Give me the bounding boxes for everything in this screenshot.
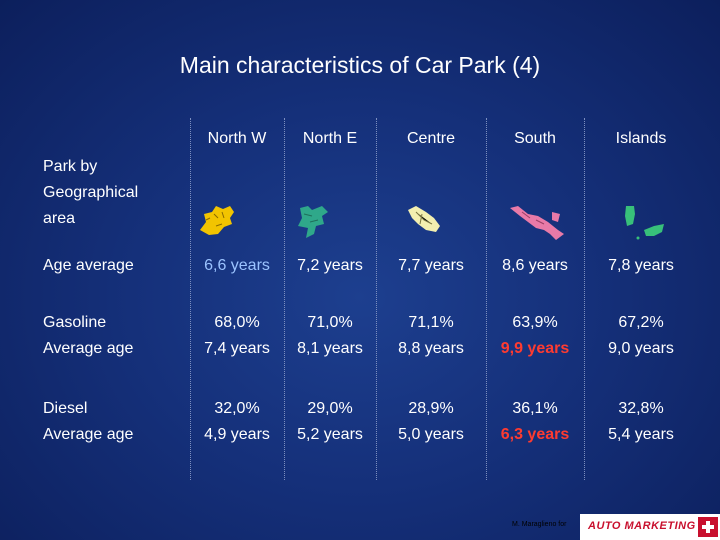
gasoline-share: 67,2% [618, 314, 664, 331]
logo-text: AUTO MARKETING [588, 520, 696, 532]
column-header-centre: Centre [406, 130, 456, 147]
diesel-share: 32,8% [618, 400, 664, 417]
islands-map-icon [625, 206, 664, 240]
diesel-cell-islands: 32,8% 5,4 years [584, 396, 698, 448]
column-separator [284, 118, 285, 480]
diesel-age: 5,2 years [297, 426, 363, 443]
diesel-age: 5,4 years [608, 426, 674, 443]
gasoline-share: 71,0% [307, 314, 353, 331]
diesel-cell-north-w: 32,0% 4,9 years [190, 396, 284, 448]
row-label-gasoline: Gasoline Average age [43, 314, 134, 357]
gasoline-share: 71,1% [408, 314, 454, 331]
column-header-islands: Islands [615, 130, 667, 147]
column-separator [190, 118, 191, 480]
gasoline-cell-islands: 67,2% 9,0 years [584, 310, 698, 362]
footer-author: M. Maraglieno for [512, 521, 567, 528]
gasoline-cell-north-e: 71,0% 8,1 years [284, 310, 376, 362]
column-header-north-e: North E [302, 130, 358, 147]
gasoline-age: 8,8 years [398, 340, 464, 357]
diesel-share: 36,1% [512, 400, 558, 417]
age-average-north-e: 7,2 years [297, 257, 363, 274]
column-separator [486, 118, 487, 480]
diesel-share: 29,0% [307, 400, 353, 417]
gasoline-cell-centre: 71,1% 8,8 years [376, 310, 486, 362]
column-separator [584, 118, 585, 480]
column-header-north-w: North W [207, 130, 267, 147]
slide-title: Main characteristics of Car Park (4) [179, 52, 541, 78]
age-average-south: 8,6 years [502, 257, 568, 274]
south-map-icon [510, 206, 564, 240]
age-average-north-w: 6,6 years [204, 257, 270, 274]
age-average-centre: 7,7 years [398, 257, 464, 274]
diesel-cell-south: 36,1% 6,3 years [486, 396, 584, 448]
gasoline-share: 63,9% [512, 314, 558, 331]
age-average-islands: 7,8 years [608, 257, 674, 274]
diesel-share: 32,0% [214, 400, 260, 417]
auto-marketing-logo: AUTO MARKETING [580, 514, 720, 540]
diesel-age: 5,0 years [398, 426, 464, 443]
gasoline-age-highlight: 9,9 years [500, 340, 570, 357]
column-header-south: South [514, 130, 556, 147]
row-label-diesel: Diesel Average age [43, 400, 134, 443]
north-east-map-icon [298, 206, 328, 238]
gasoline-age: 9,0 years [608, 340, 674, 357]
gasoline-cell-north-w: 68,0% 7,4 years [190, 310, 284, 362]
row-label-age-average: Age average [43, 257, 134, 274]
gasoline-age: 8,1 years [297, 340, 363, 357]
gasoline-age: 7,4 years [204, 340, 270, 357]
swiss-cross-icon [698, 517, 718, 537]
diesel-age-highlight: 6,3 years [500, 426, 570, 443]
north-west-map-icon [200, 206, 234, 235]
column-separator [376, 118, 377, 480]
centre-map-icon [408, 206, 440, 232]
row-label-geographical-area: Park by Geographical area [43, 158, 139, 227]
diesel-share: 28,9% [408, 400, 454, 417]
diesel-cell-north-e: 29,0% 5,2 years [284, 396, 376, 448]
diesel-cell-centre: 28,9% 5,0 years [376, 396, 486, 448]
gasoline-share: 68,0% [214, 314, 260, 331]
gasoline-cell-south: 63,9% 9,9 years [486, 310, 584, 362]
diesel-age: 4,9 years [204, 426, 270, 443]
